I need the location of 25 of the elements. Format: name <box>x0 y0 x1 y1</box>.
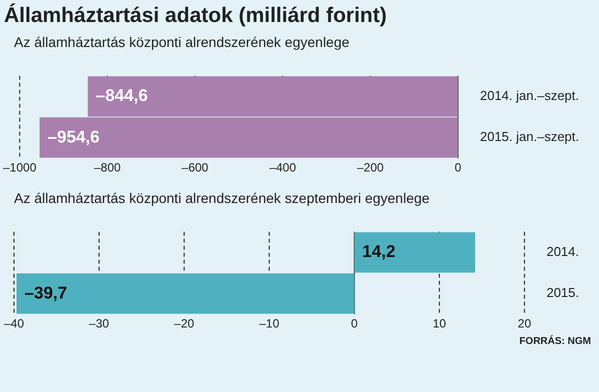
data-label: –954,6 <box>48 127 100 146</box>
data-label: –39,7 <box>24 283 68 302</box>
x-tick-label: 10 <box>432 316 446 331</box>
x-tick-label: –600 <box>182 160 209 175</box>
data-label: 14,2 <box>362 242 396 262</box>
chart-title: Az államháztartás központi alrendszerének szeptemberi egyenlege <box>13 189 431 208</box>
x-tick-label: –1000 <box>2 160 37 175</box>
data-label: –844,6 <box>96 86 148 106</box>
x-tick-label: 0 <box>350 316 358 331</box>
x-tick-label: –20 <box>174 316 194 331</box>
x-tick-label: –30 <box>89 316 110 331</box>
y-tick-label: 2015. jan.–szept. <box>480 129 580 144</box>
y-tick-label: 2014. jan.–szept. <box>480 88 580 103</box>
y-tick-label: 2014. <box>546 244 580 259</box>
text: FORRÁS: NGM <box>518 336 592 347</box>
x-tick-label: –40 <box>4 316 24 331</box>
x-tick-label: 20 <box>518 316 532 331</box>
x-tick-label: –200 <box>356 160 384 175</box>
x-tick-label: –800 <box>94 160 122 175</box>
y-tick-label: 2015. <box>546 285 580 300</box>
x-tick-label: –400 <box>269 160 296 175</box>
x-tick-label: 0 <box>454 160 462 175</box>
chart-subtitle: Az államháztartás központi alrendszerének egyenlege <box>13 34 350 52</box>
chart-title: Államháztartási adatok (milliárd forint) <box>3 2 388 29</box>
x-tick-label: –10 <box>259 316 280 331</box>
